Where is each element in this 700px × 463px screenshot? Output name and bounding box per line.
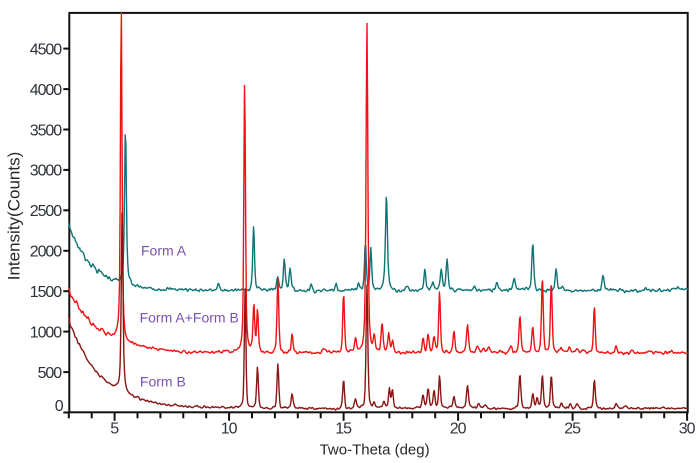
svg-text:15: 15: [335, 421, 352, 438]
svg-text:2500: 2500: [30, 203, 62, 220]
svg-text:30: 30: [679, 421, 696, 438]
svg-text:5: 5: [110, 421, 119, 438]
svg-text:10: 10: [221, 421, 238, 438]
svg-text:Form A: Form A: [141, 242, 187, 258]
svg-text:3500: 3500: [30, 122, 62, 139]
svg-text:4000: 4000: [30, 82, 62, 99]
svg-text:2000: 2000: [30, 244, 62, 261]
svg-text:Two-Theta (deg): Two-Theta (deg): [320, 441, 430, 458]
svg-text:0: 0: [55, 398, 64, 415]
svg-text:4500: 4500: [30, 41, 62, 58]
svg-text:1500: 1500: [30, 284, 62, 301]
svg-text:3000: 3000: [30, 163, 62, 180]
svg-text:Form B: Form B: [140, 373, 186, 389]
svg-text:Intensity(Counts): Intensity(Counts): [5, 152, 24, 281]
svg-text:Form A+Form B: Form A+Form B: [140, 310, 239, 326]
svg-text:25: 25: [564, 421, 581, 438]
svg-text:500: 500: [38, 365, 63, 382]
svg-text:1000: 1000: [30, 324, 62, 341]
svg-text:20: 20: [450, 421, 467, 438]
